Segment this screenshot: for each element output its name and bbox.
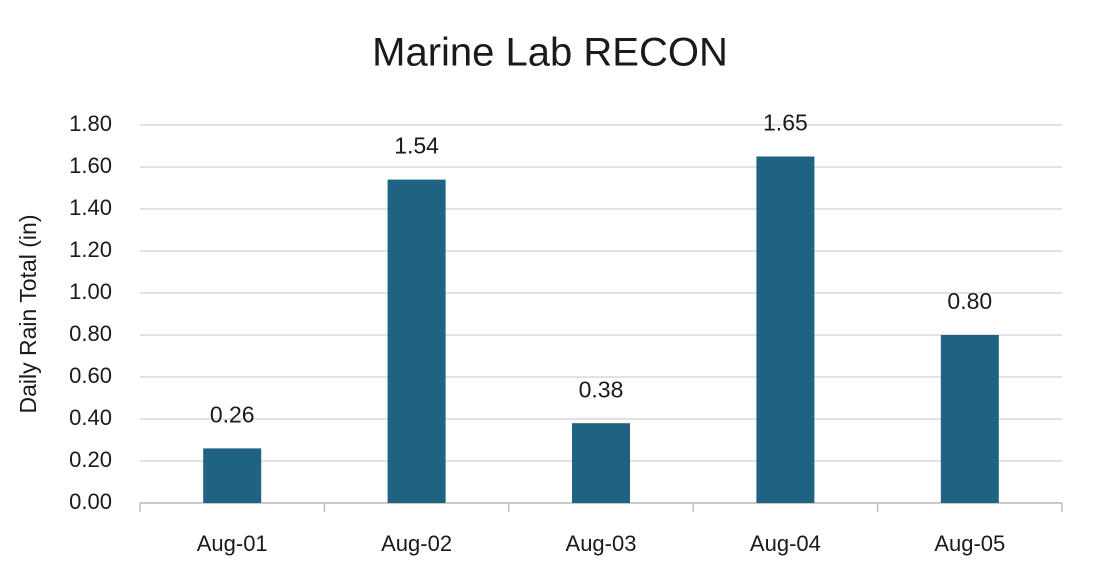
bar [940,335,999,503]
value-label: 0.26 [210,401,255,427]
value-label: 0.80 [947,288,992,314]
y-tick-label: 1.80 [69,111,112,136]
y-axis-label: Daily Rain Total (in) [15,215,41,414]
y-tick-label: 0.20 [69,447,112,472]
bar [756,156,815,503]
value-label: 0.38 [579,376,624,402]
x-tick-label: Aug-01 [197,531,268,556]
y-tick-label: 1.00 [69,279,112,304]
value-label: 1.54 [394,133,439,159]
y-tick-label: 0.60 [69,363,112,388]
x-tick-label: Aug-02 [381,531,452,556]
y-tick-label: 0.80 [69,321,112,346]
x-tick-label: Aug-03 [566,531,637,556]
y-tick-label: 1.40 [69,195,112,220]
y-tick-label: 1.20 [69,237,112,262]
bar [387,179,446,503]
bar [572,423,630,503]
y-tick-label: 0.00 [69,489,112,514]
chart-title: Marine Lab RECON [372,31,728,75]
y-tick-label: 1.60 [69,153,112,178]
value-label: 1.65 [763,110,808,136]
x-tick-label: Aug-05 [934,531,1005,556]
y-tick-label: 0.40 [69,405,112,430]
bar [203,448,262,503]
x-tick-label: Aug-04 [750,531,821,556]
